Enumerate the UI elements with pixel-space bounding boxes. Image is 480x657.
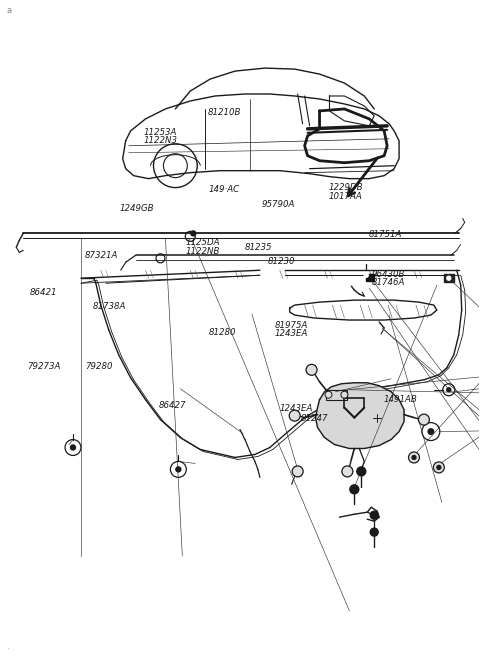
Text: 1249GB: 1249GB — [120, 204, 154, 213]
Text: 149·AC: 149·AC — [209, 185, 240, 194]
Circle shape — [408, 452, 420, 463]
Text: 81230: 81230 — [268, 257, 295, 265]
Circle shape — [437, 465, 441, 469]
Circle shape — [306, 365, 317, 375]
Circle shape — [419, 414, 430, 425]
Text: 87321A: 87321A — [85, 251, 118, 260]
Circle shape — [71, 445, 75, 450]
Circle shape — [433, 462, 444, 473]
Circle shape — [341, 391, 348, 398]
Bar — [366, 274, 374, 281]
Circle shape — [412, 455, 416, 459]
Circle shape — [447, 276, 451, 280]
Text: 1122N3: 1122N3 — [144, 136, 178, 145]
Circle shape — [325, 391, 332, 398]
Circle shape — [350, 485, 359, 494]
Text: 81210B: 81210B — [207, 108, 241, 117]
Text: 11253A: 11253A — [144, 127, 177, 137]
Circle shape — [370, 528, 378, 536]
Text: 81738A: 81738A — [93, 302, 126, 311]
Text: 81751A: 81751A — [369, 230, 402, 238]
Text: 96430B: 96430B — [371, 270, 405, 279]
Text: 86427: 86427 — [159, 401, 186, 410]
Circle shape — [289, 410, 300, 421]
Text: 79273A: 79273A — [28, 362, 61, 371]
Text: 1122NB: 1122NB — [186, 247, 220, 256]
Text: a: a — [6, 7, 12, 15]
Text: 81247: 81247 — [301, 414, 329, 422]
Bar — [325, 390, 348, 399]
Text: 81280: 81280 — [209, 328, 237, 337]
Text: 79280: 79280 — [85, 362, 112, 371]
Circle shape — [342, 466, 353, 477]
Circle shape — [191, 231, 196, 236]
Circle shape — [364, 273, 368, 277]
Circle shape — [447, 388, 451, 392]
Text: 86421: 86421 — [30, 288, 58, 297]
Text: 1491AB: 1491AB — [383, 395, 417, 403]
Text: 1229DB: 1229DB — [328, 183, 363, 193]
Circle shape — [370, 511, 378, 519]
Bar — [444, 274, 454, 283]
Circle shape — [176, 467, 181, 472]
Circle shape — [357, 467, 366, 476]
Text: 95790A: 95790A — [262, 200, 295, 209]
Text: 1125DA: 1125DA — [186, 238, 221, 247]
Circle shape — [292, 466, 303, 477]
Text: 1243EA: 1243EA — [280, 404, 313, 413]
Text: 1017AA: 1017AA — [328, 192, 362, 201]
Text: .: . — [6, 642, 9, 650]
Text: 81235: 81235 — [245, 243, 272, 252]
Text: 81746A: 81746A — [371, 278, 405, 287]
Text: 81975A: 81975A — [275, 321, 308, 330]
Circle shape — [428, 429, 433, 434]
Text: 1243EA: 1243EA — [275, 329, 308, 338]
Polygon shape — [315, 383, 404, 449]
